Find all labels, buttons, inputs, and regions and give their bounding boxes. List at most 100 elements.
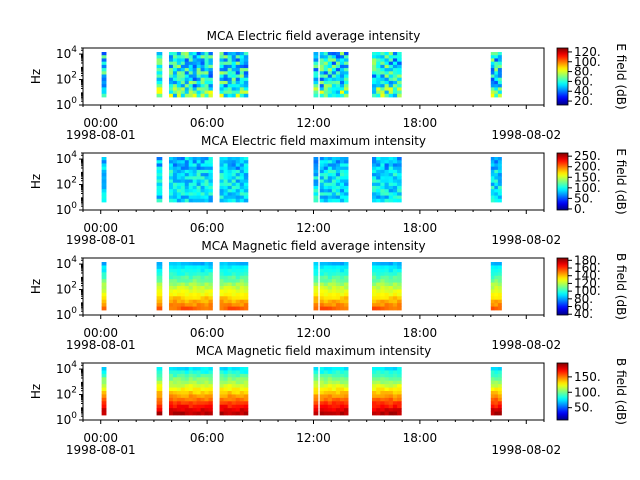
- spectrogram-cell: [180, 367, 186, 371]
- spectrogram-cell: [397, 189, 402, 193]
- spectrogram-cell: [323, 380, 329, 385]
- spectrogram-cell: [188, 391, 194, 395]
- spectrogram-cell: [192, 387, 198, 392]
- spectrogram-cell: [192, 163, 198, 168]
- spectrogram-cell: [239, 71, 245, 75]
- spectrogram-cell: [239, 377, 245, 382]
- spectrogram-cell: [243, 189, 249, 193]
- spectrogram-cell: [376, 380, 381, 385]
- spectrogram-cell: [313, 279, 319, 283]
- spectrogram-cell: [168, 163, 174, 168]
- spectrogram-cell: [204, 289, 209, 294]
- spectrogram-cell: [172, 176, 178, 180]
- spectrogram-cell: [219, 303, 224, 307]
- spectrogram-cell: [243, 268, 249, 273]
- spectrogram-cell: [243, 74, 249, 79]
- spectrogram-cell: [323, 377, 329, 382]
- spectrogram-cell: [335, 384, 341, 388]
- spectrogram-cell: [313, 64, 319, 69]
- x-tick-label: 06:00: [190, 326, 225, 340]
- spectrogram-cell: [331, 87, 337, 91]
- spectrogram-cell: [204, 93, 209, 98]
- spectrogram-cell: [497, 272, 502, 277]
- spectrogram-cell: [392, 292, 398, 297]
- spectrogram-cell: [231, 93, 237, 98]
- spectrogram-cell: [327, 90, 333, 95]
- spectrogram-cell: [372, 93, 377, 98]
- spectrogram-cell: [380, 380, 385, 385]
- spectrogram-cell: [239, 179, 245, 184]
- spectrogram-cell: [223, 268, 229, 273]
- spectrogram-cell: [101, 262, 107, 266]
- spectrogram-cell: [184, 384, 190, 388]
- spectrogram-cell: [380, 408, 385, 412]
- spectrogram-cell: [184, 394, 190, 399]
- spectrogram-cell: [235, 370, 241, 375]
- spectrogram-cell: [176, 195, 182, 200]
- spectrogram-cell: [397, 303, 402, 307]
- spectrogram-cell: [184, 282, 190, 287]
- spectrogram-cell: [323, 286, 329, 290]
- spectrogram-cell: [376, 401, 381, 406]
- spectrogram-cell: [392, 93, 398, 98]
- spectrogram-cell: [313, 52, 319, 56]
- spectrogram-cell: [397, 296, 402, 301]
- spectrogram-cell: [235, 58, 241, 63]
- spectrogram-cell: [327, 185, 333, 190]
- spectrogram-cell: [380, 279, 385, 283]
- spectrogram-cell: [392, 80, 398, 85]
- spectrogram-cell: [497, 71, 502, 75]
- spectrogram-cell: [172, 391, 178, 395]
- spectrogram-cell: [239, 169, 245, 174]
- spectrogram-cell: [235, 68, 241, 72]
- spectrogram-cell: [176, 303, 182, 307]
- spectrogram-cell: [319, 176, 325, 180]
- spectrogram-cell: [335, 397, 341, 402]
- spectrogram-cell: [208, 380, 213, 385]
- spectrogram-cell: [335, 160, 341, 164]
- spectrogram-cell: [319, 58, 325, 63]
- spectrogram-cell: [384, 93, 390, 98]
- spectrogram-cell: [392, 397, 398, 402]
- spectrogram-cell: [344, 166, 349, 171]
- spectrogram-cell: [200, 84, 205, 88]
- spectrogram-cell: [490, 411, 495, 416]
- spectrogram-cell: [380, 61, 385, 66]
- spectrogram-cell: [235, 401, 241, 406]
- spectrogram-cell: [196, 265, 201, 270]
- spectrogram-cell: [319, 411, 325, 416]
- spectrogram-cell: [227, 55, 233, 59]
- spectrogram-cell: [380, 373, 385, 378]
- spectrogram-cell: [223, 71, 229, 75]
- spectrogram-cell: [196, 286, 201, 290]
- spectrogram-cell: [219, 370, 224, 375]
- spectrogram-cell: [235, 189, 241, 193]
- spectrogram-cell: [235, 411, 241, 416]
- spectrogram-cell: [219, 163, 224, 168]
- spectrogram-cell: [227, 173, 233, 177]
- spectrogram-cell: [313, 289, 319, 294]
- spectrogram-cell: [331, 173, 337, 177]
- spectrogram-cell: [223, 275, 229, 280]
- colorbar-tick-label: 140.: [574, 269, 601, 283]
- spectrogram-cell: [339, 77, 345, 82]
- spectrogram-cell: [339, 268, 345, 273]
- spectrogram-cell: [219, 68, 224, 72]
- spectrogram-cell: [231, 272, 237, 277]
- spectrogram-cell: [331, 279, 337, 283]
- spectrogram-cell: [339, 296, 345, 301]
- spectrogram-cell: [231, 373, 237, 378]
- spectrogram-cell: [372, 384, 377, 388]
- spectrogram-cell: [188, 373, 194, 378]
- spectrogram-cell: [219, 176, 224, 180]
- spectrogram-cell: [235, 397, 241, 402]
- spectrogram-cell: [196, 195, 201, 200]
- spectrogram-cell: [180, 282, 186, 287]
- spectrogram-cell: [172, 58, 178, 63]
- spectrogram-cell: [313, 77, 319, 82]
- spectrogram-cell: [208, 279, 213, 283]
- spectrogram-cell: [494, 93, 499, 98]
- spectrogram-cell: [180, 58, 186, 63]
- spectrogram-cell: [172, 77, 178, 82]
- spectrogram-cell: [392, 195, 398, 200]
